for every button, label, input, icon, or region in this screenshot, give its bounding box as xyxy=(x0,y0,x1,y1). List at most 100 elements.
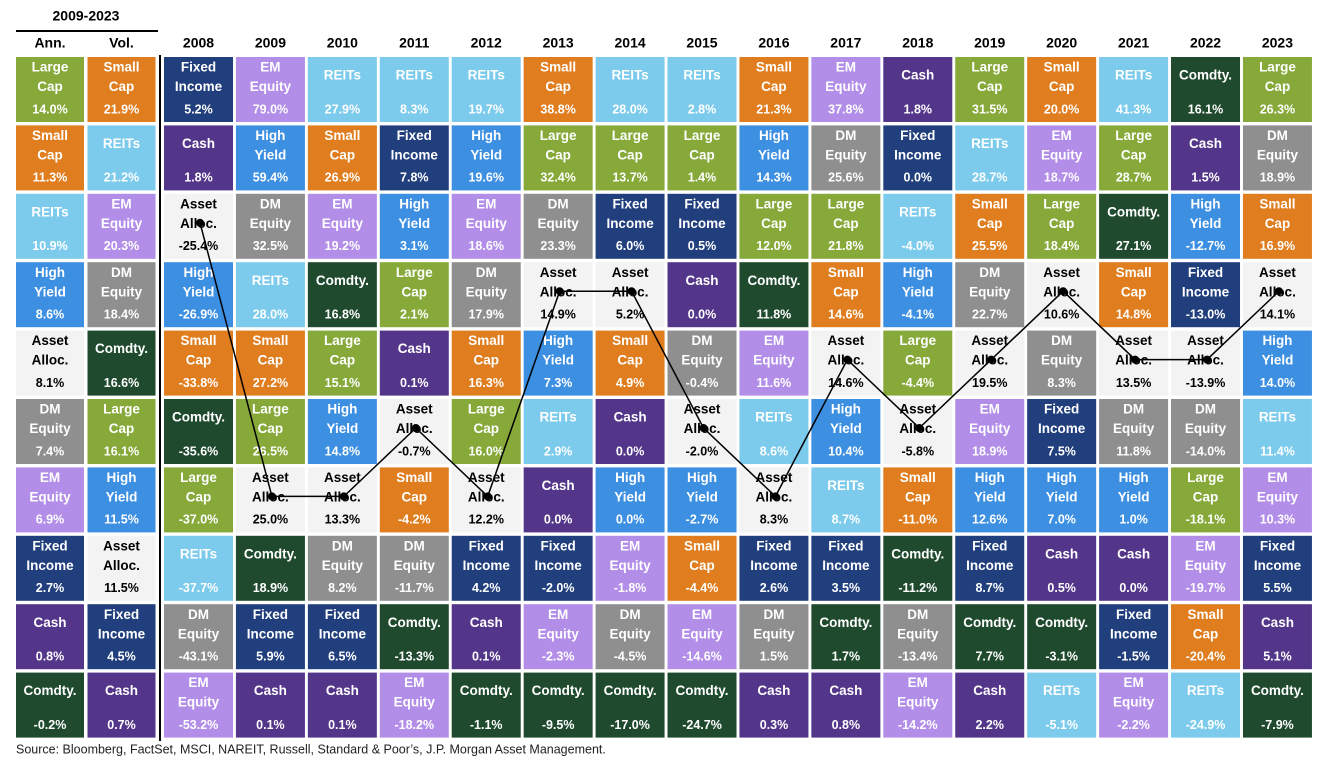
cell-label: Cap xyxy=(833,216,859,231)
cell-label: Cash xyxy=(757,683,790,698)
cell-value: 1.4% xyxy=(688,171,717,185)
cell-value: 11.8% xyxy=(757,307,792,321)
cell-label: Equity xyxy=(394,558,436,573)
cell-label: Fixed xyxy=(469,538,504,553)
cell-label: Small xyxy=(1259,196,1295,211)
cell: Cash 0.3% xyxy=(739,672,809,738)
cell: EM Equity 18.6% xyxy=(451,193,521,259)
cell-background xyxy=(16,604,84,670)
cell: Comdty. -9.5% xyxy=(523,672,593,738)
cell-background xyxy=(87,193,156,259)
cell-background xyxy=(1242,604,1312,670)
cell-value: 6.0% xyxy=(616,239,645,253)
cell-value: 10.6% xyxy=(1044,307,1079,321)
cell-label: REITs xyxy=(1187,683,1224,698)
cell: Large Cap -18.1% xyxy=(1171,467,1241,533)
cell-label: Cash xyxy=(686,273,719,288)
cell-background xyxy=(164,535,233,601)
cell-background xyxy=(667,604,737,670)
cell-value: 16.9% xyxy=(1260,239,1295,253)
cell-label: Cash xyxy=(326,683,359,698)
cell-label: REITs xyxy=(103,136,140,151)
cell-label: Equity xyxy=(250,216,292,231)
cell-value: 28.7% xyxy=(972,171,1007,185)
cell-value: 21.3% xyxy=(756,102,791,116)
cell-label: REITs xyxy=(1259,410,1296,425)
cell: REITs 2.8% xyxy=(667,57,737,122)
cell-value: 7.4% xyxy=(36,444,65,458)
cell-label: REITs xyxy=(1115,68,1152,83)
cell-value: 7.7% xyxy=(975,649,1004,663)
cell-label: Cap xyxy=(258,421,284,436)
cell-label: Comdty. xyxy=(1179,68,1232,83)
asset-allocation-dot xyxy=(915,424,924,432)
cell-background xyxy=(1171,399,1241,464)
cell: EM Equity 10.3% xyxy=(1242,467,1312,533)
cell-value: -2.7% xyxy=(686,513,719,527)
asset-allocation-dot xyxy=(843,355,852,364)
cell: EM Equity 6.9% xyxy=(16,467,84,533)
cell-label: Small xyxy=(103,60,139,75)
cell-label: High xyxy=(543,333,573,348)
cell-label: High xyxy=(975,470,1005,485)
cell-background xyxy=(1242,57,1312,122)
cell-background xyxy=(667,57,737,122)
cell-label: Comdty. xyxy=(1107,204,1160,219)
cell-label: Cap xyxy=(905,489,931,504)
cell-label: Equity xyxy=(825,147,867,162)
cell-background xyxy=(379,467,449,533)
asset-allocation-dot xyxy=(1203,355,1212,364)
cell: Fixed Income -13.0% xyxy=(1171,262,1241,328)
cell: Cash 0.0% xyxy=(595,399,665,464)
cell: REITs 8.7% xyxy=(811,467,881,533)
cell-label: Equity xyxy=(681,353,723,368)
cell-background xyxy=(523,57,593,122)
cell: REITs 28.0% xyxy=(595,57,665,122)
column-heading: 2013 xyxy=(543,35,574,51)
column-heading: 2016 xyxy=(758,35,789,51)
cell-label: Equity xyxy=(250,79,292,94)
cell-label: Yield xyxy=(974,489,1006,504)
cell-background xyxy=(164,125,233,191)
cell: REITs 27.9% xyxy=(307,57,377,122)
cell-value: 8.7% xyxy=(832,513,861,527)
cell-value: -43.1% xyxy=(179,649,219,663)
cell-label: Large xyxy=(827,196,864,211)
cell-value: 20.0% xyxy=(1044,102,1079,116)
cell: Large Cap -37.0% xyxy=(164,467,233,533)
cell: EM Equity -18.2% xyxy=(379,672,449,738)
cell-value: -13.3% xyxy=(394,649,434,663)
cell-background xyxy=(235,330,305,396)
cell-label: Comdty. xyxy=(388,615,441,630)
column-heading: 2008 xyxy=(183,35,214,51)
cell-background xyxy=(16,672,84,738)
cell-value: 16.1% xyxy=(1188,102,1223,116)
cell-label: Income xyxy=(1182,284,1230,299)
cell-label: Income xyxy=(894,147,942,162)
cell: Large Cap 16.1% xyxy=(87,399,156,464)
cell-label: Income xyxy=(535,558,583,573)
cell-value: 0.8% xyxy=(832,718,861,732)
cell-background xyxy=(1242,330,1312,396)
cell-value: 14.0% xyxy=(32,102,67,116)
cell-label: High xyxy=(831,402,861,417)
cell-label: Fixed xyxy=(900,128,935,143)
column-heading: 2021 xyxy=(1118,35,1149,51)
cell-value: -4.0% xyxy=(901,239,934,253)
cell: EM Equity -1.8% xyxy=(595,535,665,601)
cell-value: 12.6% xyxy=(972,513,1007,527)
cell-background xyxy=(451,193,521,259)
cell-background xyxy=(1099,193,1169,259)
cell-label: Equity xyxy=(897,695,939,710)
cell-value: 8.1% xyxy=(36,376,65,390)
cell-label: Equity xyxy=(101,216,143,231)
cell: High Yield 59.4% xyxy=(235,125,305,191)
cell-label: Asset xyxy=(684,402,721,417)
column-heading: 2018 xyxy=(902,35,933,51)
cell-label: Asset xyxy=(180,196,217,211)
cell-value: 37.8% xyxy=(828,102,863,116)
cell-value: 18.9% xyxy=(972,444,1007,458)
cell-label: Asset xyxy=(540,265,577,280)
cell-background xyxy=(16,467,84,533)
